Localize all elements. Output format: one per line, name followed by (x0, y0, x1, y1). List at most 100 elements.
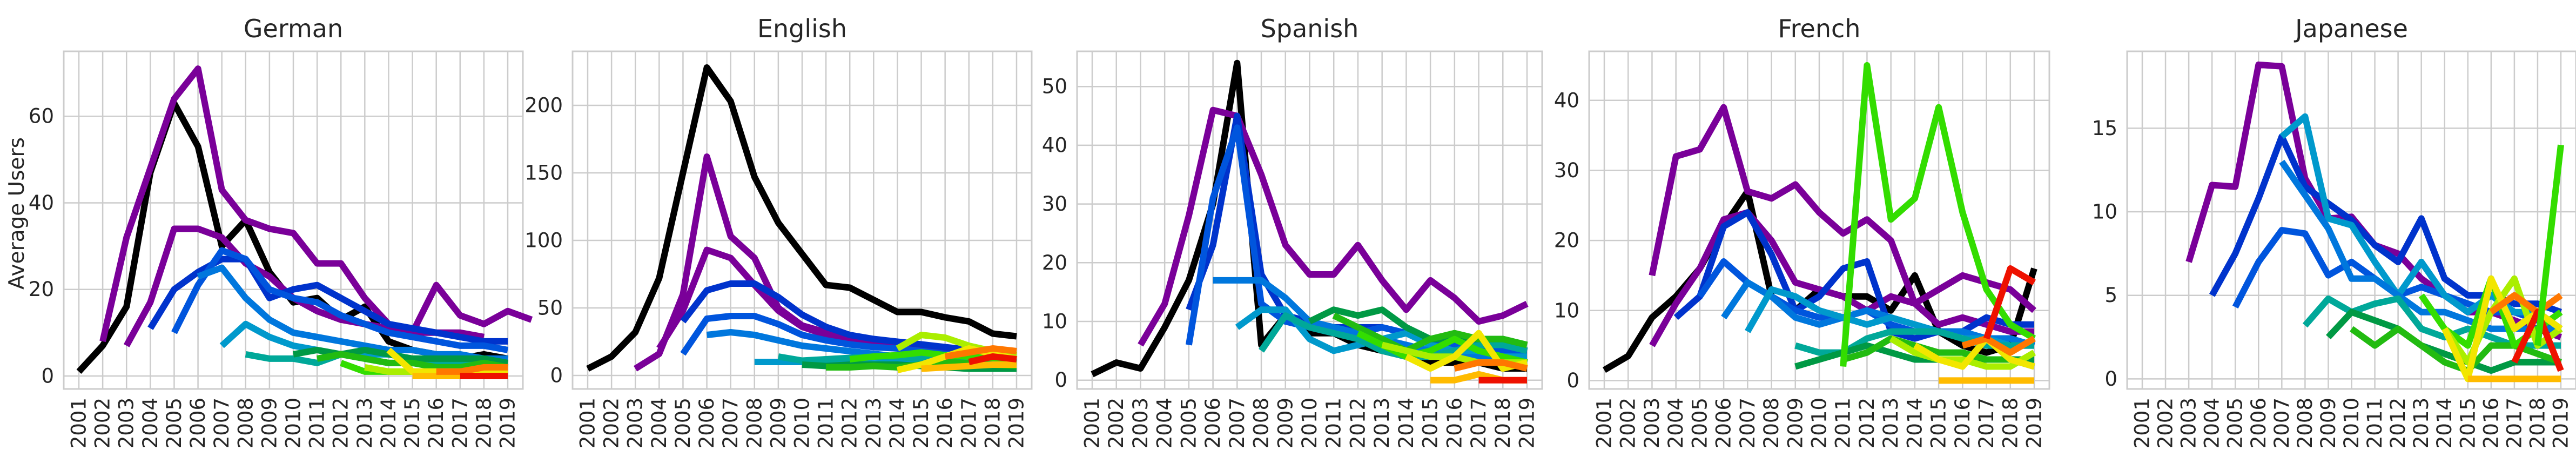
series-line-10 (1840, 62, 2036, 367)
x-tick-label: 2014 (1903, 398, 1926, 448)
x-tick-label: 2009 (766, 398, 790, 448)
x-tick-label: 2010 (791, 398, 814, 448)
x-tick-label: 2004 (648, 398, 671, 448)
panel-english: 2001 2002 2003 2004 2005 2006 2007 2008 2009 2010… (524, 14, 1033, 448)
series-line-9 (2442, 275, 2563, 366)
x-tick-label: 2016 (2479, 398, 2503, 448)
x-tick-label: 2011 (306, 398, 329, 448)
series-line-6 (2326, 308, 2561, 374)
x-tick-label: 2008 (234, 398, 257, 448)
x-tick-label: 2010 (1808, 398, 1831, 448)
x-tick-label: 2017 (957, 398, 980, 448)
panel-japanese: 2001 2002 2003 2004 2005 2006 2007 2008 2009 2010… (2092, 14, 2576, 448)
panel-title: Spanish (1261, 14, 1359, 43)
x-tick-label: 2007 (1226, 398, 1249, 448)
x-tick-label: 2014 (1395, 398, 1418, 448)
x-tick-label: 2016 (1951, 398, 1974, 448)
series-line-9 (317, 351, 509, 371)
x-tick-label: 2008 (743, 398, 766, 448)
x-tick-label: 2006 (2247, 398, 2270, 448)
x-tick-label: 2013 (1370, 398, 1394, 448)
y-tick-label: 100 (524, 229, 563, 252)
x-tick-label: 2018 (2526, 398, 2549, 448)
x-tick-label: 2006 (1201, 398, 1225, 448)
series-line-14 (944, 345, 1017, 360)
panel-title: English (757, 14, 847, 43)
y-tick-label: 20 (1042, 251, 1067, 274)
panel-french: 2001 2002 2003 2004 2005 2006 2007 2008 2009 2010… (1554, 14, 2050, 448)
x-tick-label: 2016 (933, 398, 957, 448)
x-tick-label: 2005 (163, 398, 186, 448)
x-tick-label: 2015 (2456, 398, 2479, 448)
x-tick-label: 2012 (329, 398, 353, 448)
x-tick-label: 2013 (353, 398, 376, 448)
x-tick-label: 2009 (258, 398, 281, 448)
series-line-11 (1889, 335, 2036, 370)
x-tick-label: 2019 (2023, 398, 2046, 448)
x-tick-label: 2014 (2433, 398, 2456, 448)
x-tick-label: 2002 (1105, 398, 1128, 448)
series-line-12 (1913, 335, 2035, 370)
x-tick-label: 2007 (2270, 398, 2293, 448)
series-line-15 (968, 353, 1017, 365)
series-line-3 (1673, 209, 2034, 342)
x-tick-label: 2012 (1855, 398, 1879, 448)
x-tick-label: 2006 (186, 398, 210, 448)
series-line-1 (1649, 104, 2036, 313)
x-tick-label: 2007 (719, 398, 742, 448)
series-line-5 (197, 264, 508, 362)
x-tick-label: 2001 (576, 398, 600, 448)
y-axis-label: Average Users (5, 137, 29, 290)
series-line-11 (1404, 330, 1528, 372)
series-line-1 (99, 65, 533, 343)
x-tick-label: 2004 (2201, 398, 2224, 448)
series-line-7 (2349, 325, 2562, 374)
x-tick-label: 2017 (1975, 398, 1998, 448)
y-tick-label: 20 (29, 278, 54, 301)
series-line-13 (2511, 308, 2564, 372)
x-tick-label: 2012 (838, 398, 862, 448)
x-tick-label: 2018 (1999, 398, 2022, 448)
x-tick-label: 2019 (1516, 398, 1539, 448)
series-line-0 (586, 64, 1017, 372)
x-tick-label: 2016 (1443, 398, 1466, 448)
y-tick-label: 40 (1554, 89, 1579, 112)
x-tick-label: 2017 (448, 398, 472, 448)
panel-title: German (244, 14, 343, 43)
panel-spanish: 2001 2002 2003 2004 2005 2006 2007 2008 2009 2010… (1042, 14, 1543, 448)
x-tick-label: 2013 (862, 398, 885, 448)
x-tick-label: 2008 (2293, 398, 2317, 448)
x-tick-label: 2001 (1081, 398, 1104, 448)
x-tick-label: 2002 (91, 398, 115, 448)
x-tick-label: 2016 (425, 398, 448, 448)
x-tick-label: 2005 (1177, 398, 1200, 448)
x-tick-label: 2003 (624, 398, 647, 448)
x-tick-label: 2001 (68, 398, 91, 448)
x-tick-label: 2017 (1467, 398, 1490, 448)
series-line-13 (921, 361, 1017, 372)
series-line-14 (2534, 144, 2564, 346)
x-tick-label: 2006 (1712, 398, 1736, 448)
x-tick-label: 2018 (981, 398, 1004, 448)
series-line-14 (1961, 335, 2036, 356)
series-line-2 (1649, 209, 2034, 347)
x-tick-label: 2004 (1664, 398, 1687, 448)
series-line-14 (436, 364, 508, 375)
series-line-4 (171, 247, 509, 353)
x-tick-label: 2007 (1736, 398, 1759, 448)
panels-group: 2001 2002 2003 2004 2005 2006 2007 2008 2009 2010… (29, 14, 2576, 448)
x-tick-label: 2013 (2410, 398, 2433, 448)
y-tick-label: 40 (29, 191, 54, 214)
y-tick-label: 40 (1042, 133, 1067, 157)
series-line-8 (1332, 312, 1528, 354)
x-tick-label: 2009 (2317, 398, 2340, 448)
x-tick-label: 2003 (2177, 398, 2201, 448)
panel-german: 2001 2002 2003 2004 2005 2006 2007 2008 2009 2010… (29, 14, 533, 448)
x-tick-label: 2002 (2154, 398, 2177, 448)
x-tick-label: 2009 (1274, 398, 1297, 448)
x-tick-label: 2012 (2386, 398, 2410, 448)
x-tick-label: 2015 (910, 398, 933, 448)
x-tick-label: 2010 (1298, 398, 1321, 448)
x-tick-label: 2008 (1760, 398, 1783, 448)
